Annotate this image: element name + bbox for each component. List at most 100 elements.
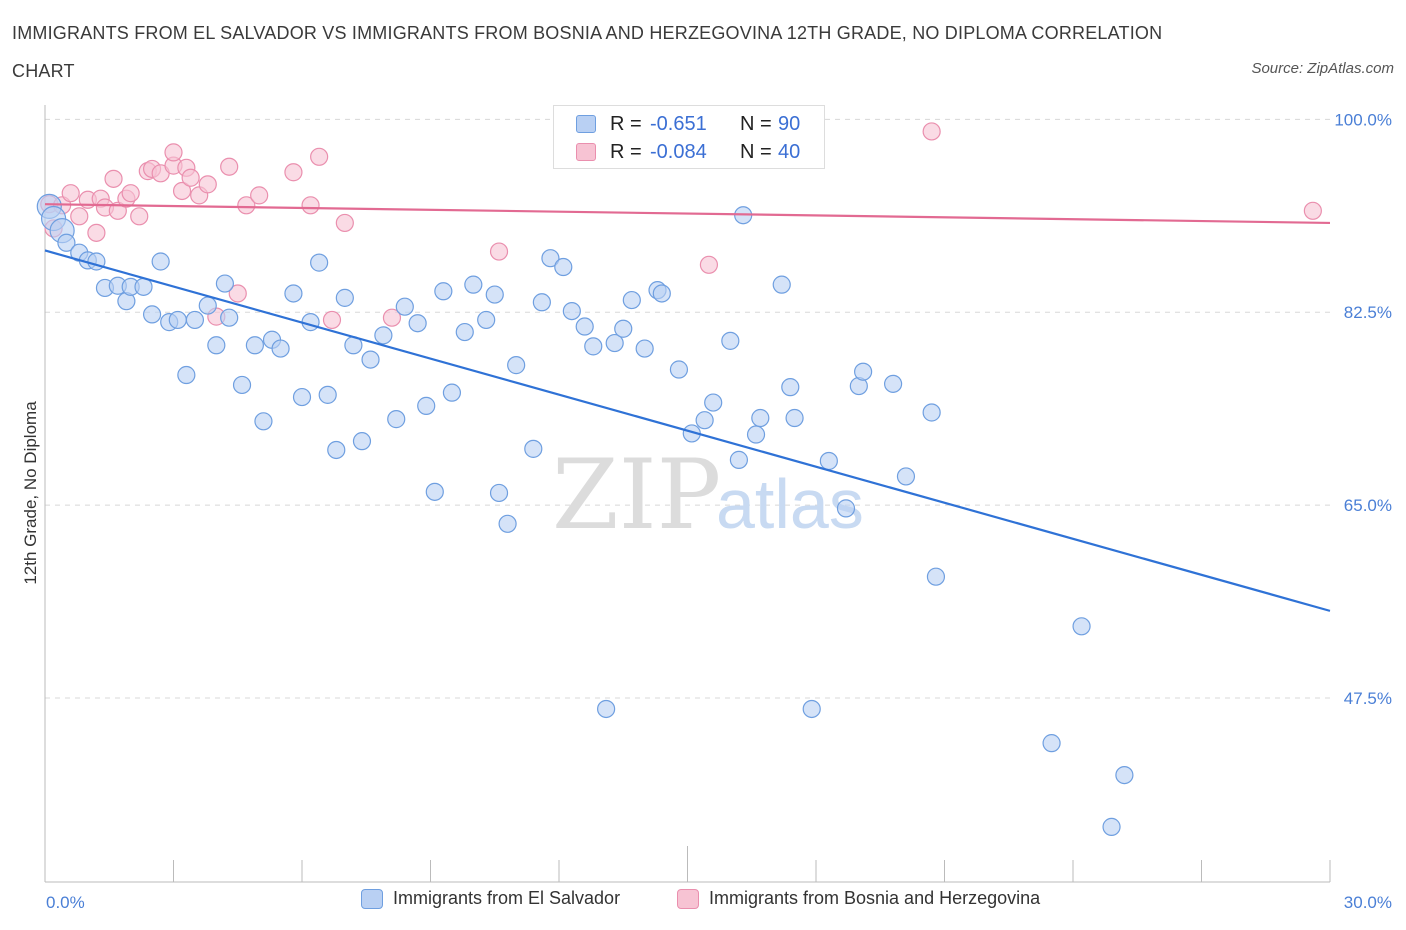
data-point-el-salvador [781, 378, 800, 397]
y-tick-label: 47.5% [1344, 689, 1392, 708]
correlation-legend: R = -0.651 N = 90 R = -0.084 N = 40 [553, 105, 825, 169]
legend-swatch-pink [677, 888, 699, 909]
data-point-el-salvador [854, 362, 873, 381]
n-value: 40 [778, 140, 801, 163]
data-point-el-salvador [284, 284, 303, 303]
watermark-zip: ZIP [552, 439, 721, 551]
data-point-el-salvador [746, 425, 766, 444]
data-point-bosnia [164, 143, 183, 162]
data-point-el-salvador [271, 339, 290, 358]
legend-swatch-blue [361, 888, 383, 909]
data-point-el-salvador [926, 567, 946, 586]
r-label: R = [610, 140, 642, 163]
data-point-bosnia [489, 242, 509, 261]
trend-line-bosnia [44, 203, 1331, 225]
data-point-bosnia [70, 207, 89, 226]
data-point-el-salvador [751, 408, 770, 428]
y-axis-label: 12th Grade, No Diploma [21, 401, 40, 585]
legend-item-el-salvador: Immigrants from El Salvador [361, 888, 620, 909]
legend-label: Immigrants from Bosnia and Herzegovina [709, 888, 1041, 908]
data-point-el-salvador [507, 356, 526, 375]
data-point-el-salvador [417, 396, 436, 415]
data-point-bosnia [382, 308, 402, 327]
data-point-el-salvador [207, 336, 226, 355]
data-point-el-salvador [477, 310, 496, 330]
data-point-el-salvador [785, 408, 804, 428]
data-point-el-salvador [168, 310, 187, 330]
data-point-el-salvador [729, 450, 749, 469]
data-point-bosnia [284, 163, 303, 182]
r-value: -0.084 [650, 140, 707, 163]
data-point-el-salvador [896, 467, 916, 486]
data-point-el-salvador [635, 339, 654, 358]
legend-swatch-blue [576, 115, 596, 133]
data-point-el-salvador [57, 233, 76, 252]
data-point-el-salvador [836, 499, 856, 518]
data-point-el-salvador [721, 331, 740, 350]
data-point-bosnia [335, 213, 354, 233]
source-label: Source: ZipAtlas.com [1251, 60, 1394, 77]
trend-line-el-salvador [44, 249, 1331, 612]
data-point-el-salvador [327, 440, 346, 460]
data-point-el-salvador [352, 432, 372, 451]
data-point-el-salvador [652, 284, 671, 303]
data-point-el-salvador [669, 360, 689, 379]
data-point-bosnia [87, 223, 106, 242]
data-point-el-salvador [301, 313, 320, 332]
data-point-el-salvador [425, 482, 444, 501]
axes [44, 105, 1331, 883]
trend-lines [44, 203, 1331, 612]
data-point-bosnia [181, 168, 200, 187]
data-point-el-salvador [1042, 734, 1061, 753]
data-point-el-salvador [485, 285, 504, 304]
data-point-el-salvador [185, 310, 205, 330]
y-tick-label: 82.5% [1344, 303, 1392, 322]
chart-title: IMMIGRANTS FROM EL SALVADOR VS IMMIGRANT… [12, 23, 1163, 81]
data-point-bosnia [301, 196, 320, 215]
data-point-el-salvador [802, 699, 821, 719]
data-point-el-salvador [575, 317, 594, 336]
r-value: -0.651 [650, 112, 707, 135]
data-point-el-salvador [597, 699, 616, 719]
legend-item-bosnia: Immigrants from Bosnia and Herzegovina [677, 888, 1040, 909]
data-point-el-salvador [335, 288, 354, 307]
data-point-el-salvador [318, 385, 337, 404]
data-point-el-salvador [541, 249, 560, 268]
data-point-bosnia [104, 169, 123, 188]
data-point-bosnia [310, 147, 329, 166]
data-point-bosnia [198, 175, 217, 194]
legend-row-el-salvador: R = -0.651 N = 90 [576, 112, 800, 136]
legend-row-bosnia: R = -0.084 N = 40 [576, 140, 800, 164]
data-point-el-salvador [489, 483, 509, 503]
watermark: ZIP atlas [552, 439, 864, 551]
data-point-el-salvador [605, 333, 624, 353]
data-point-el-salvador [622, 290, 641, 310]
data-point-el-salvador [498, 514, 517, 533]
data-point-el-salvador [554, 257, 573, 277]
data-point-el-salvador [142, 305, 162, 324]
data-point-bosnia [1303, 201, 1322, 220]
data-point-el-salvador [387, 410, 406, 429]
data-point-el-salvador [408, 314, 427, 333]
data-point-el-salvador [1115, 765, 1134, 785]
data-point-el-salvador [524, 439, 543, 458]
series-bosnia-points [40, 122, 1322, 330]
tick-labels: 100.0% 82.5% 65.0% 47.5% 0.0% 30.0% [46, 110, 1392, 912]
n-value: 90 [778, 112, 801, 135]
series-legend: Immigrants from El Salvador Immigrants f… [0, 888, 1406, 916]
data-point-el-salvador [614, 319, 633, 338]
data-point-el-salvador [584, 337, 603, 356]
data-point-bosnia [237, 196, 256, 215]
n-label: N = [740, 140, 772, 163]
data-point-el-salvador [310, 253, 329, 272]
data-point-bosnia [922, 122, 941, 141]
x-tick-label: 0.0% [46, 893, 85, 912]
data-point-bosnia [220, 157, 239, 176]
data-point-bosnia [172, 181, 192, 201]
data-point-el-salvador [151, 252, 170, 271]
data-point-bosnia [121, 184, 140, 203]
data-point-el-salvador [254, 412, 273, 431]
data-point-el-salvador [198, 296, 217, 315]
legend-label: Immigrants from El Salvador [393, 888, 621, 908]
